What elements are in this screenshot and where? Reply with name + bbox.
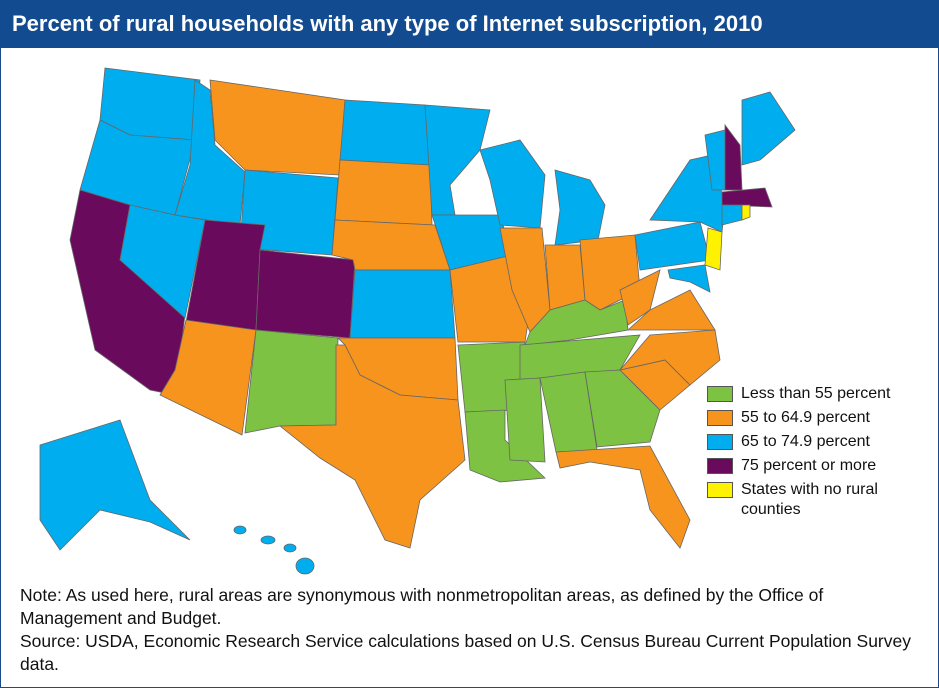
legend: Less than 55 percent 55 to 64.9 percent 65… [707,384,907,524]
legend-label: 75 percent or more [741,457,877,474]
legend-label: Less than 55 percent [741,385,891,402]
footer: Note: As used here, rural areas are syno… [20,584,920,676]
state [295,557,315,575]
legend-item: 65 to 74.9 percent [707,432,907,452]
state [724,123,743,191]
state [544,244,586,311]
state [741,91,796,166]
legend-label: States with no rural counties [741,481,878,518]
state [209,79,346,176]
state [283,543,297,553]
state [626,289,716,331]
state [554,169,606,246]
state [159,319,257,436]
legend-swatch [707,410,733,426]
state [255,249,356,339]
legend-item: Less than 55 percent [707,384,907,404]
state [618,329,721,386]
legend-swatch [707,386,733,402]
state [334,159,433,226]
state [555,445,691,549]
state [260,535,276,545]
legend-item: 75 percent or more [707,456,907,476]
legend-swatch [707,458,733,474]
state [424,104,491,216]
state [233,525,247,535]
state [721,204,743,226]
state [278,344,466,549]
us-map [39,67,796,575]
state [244,329,339,434]
legend-item: 55 to 64.9 percent [707,408,907,428]
state [741,204,751,221]
state [174,79,246,226]
state [504,377,546,463]
state [349,269,456,339]
title: Percent of rural households with any typ… [0,0,939,48]
state [704,227,723,271]
state [619,269,661,326]
state [584,369,661,448]
state [667,264,711,293]
source: Source: USDA, Economic Research Service … [20,631,911,674]
legend-swatch [707,434,733,450]
legend-label: 55 to 64.9 percent [741,409,870,426]
legend-label: 65 to 74.9 percent [741,433,870,450]
state [721,187,773,208]
legend-swatch [707,482,733,498]
state [634,221,711,271]
state [119,204,206,319]
state [464,409,546,483]
note: Note: As used here, rural areas are syno… [20,585,824,628]
legend-item: States with no rural counties [707,480,907,520]
state [39,419,191,551]
state [339,99,431,166]
